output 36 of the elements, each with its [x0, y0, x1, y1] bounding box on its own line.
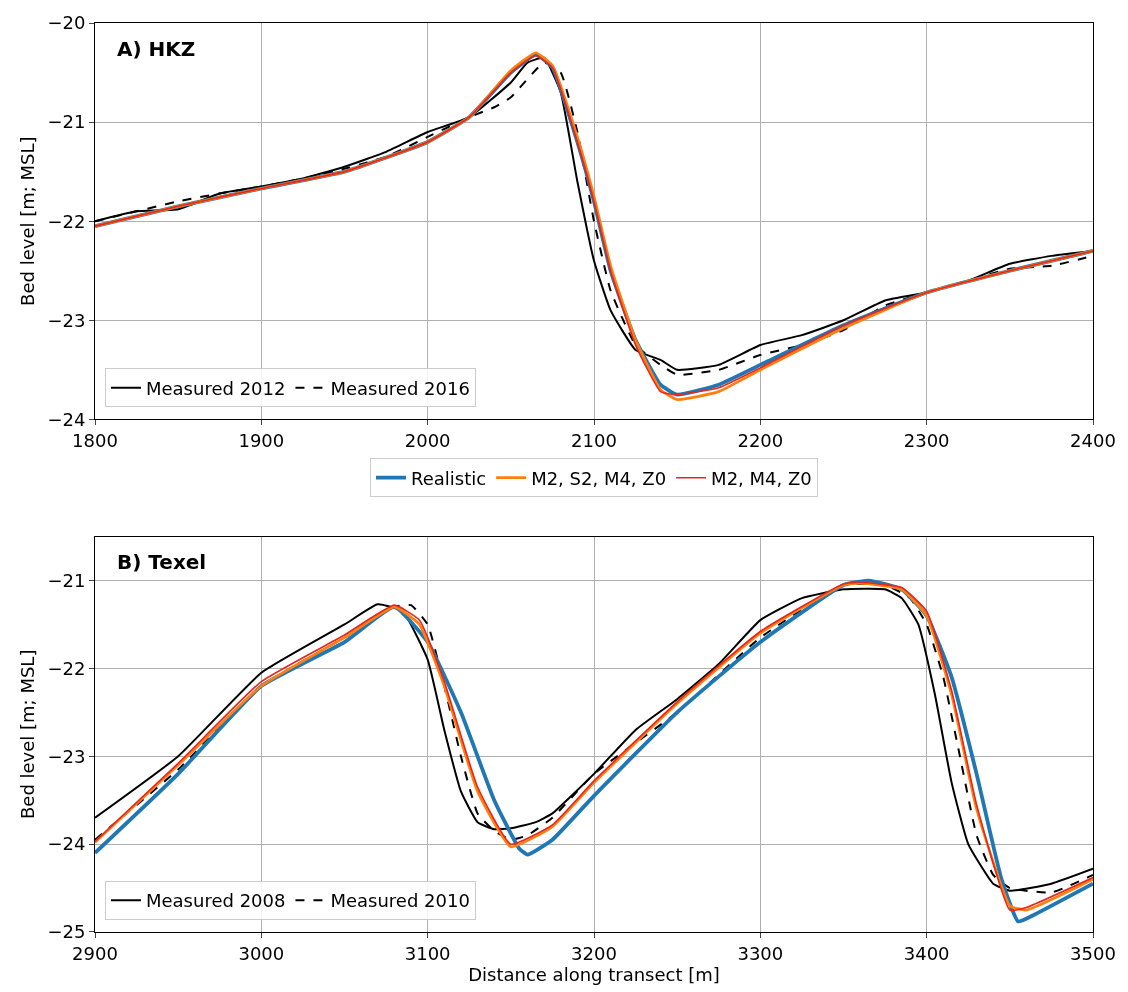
y-tick-label: −24	[47, 833, 86, 855]
y-tick-label: −23	[47, 745, 86, 767]
y-axis-title: Bed level [m; MSL]	[16, 649, 38, 820]
legend-label: Measured 2010	[330, 890, 470, 912]
legend-label: M2, S2, M4, Z0	[531, 467, 667, 489]
x-tick-label: 2900	[72, 942, 118, 964]
text: B) Texel	[117, 550, 207, 574]
x-tick-label: 3200	[571, 942, 617, 964]
x-axis-title: Distance along transect [m]	[468, 963, 720, 985]
y-tick-label: −22	[47, 657, 86, 679]
y-tick-label: −23	[47, 309, 86, 331]
y-axis-title: Bed level [m; MSL]	[16, 136, 38, 306]
legend-label: Measured 2016	[330, 377, 470, 399]
y-tick-label: −21	[47, 111, 86, 133]
x-tick-label: 3100	[404, 942, 451, 964]
y-tick-label: −25	[47, 921, 86, 943]
legend-label: Realistic	[411, 467, 487, 489]
x-tick-label: 2400	[1070, 429, 1116, 451]
text: A) HKZ	[117, 37, 196, 61]
x-tick-label: 3300	[737, 942, 784, 964]
x-tick-label: 2300	[903, 429, 950, 451]
legend-label: M2, M4, Z0	[711, 467, 812, 489]
x-tick-label: 2000	[404, 429, 451, 451]
y-tick-label: −21	[47, 569, 86, 591]
x-tick-label: 3000	[238, 942, 285, 964]
x-tick-label: 1800	[72, 429, 118, 451]
x-tick-label: 2200	[737, 429, 784, 451]
legend-label: Measured 2012	[145, 377, 286, 399]
legend-label: Measured 2008	[145, 890, 286, 912]
y-tick-label: −20	[47, 12, 86, 34]
x-tick-label: 1900	[238, 429, 285, 451]
y-tick-label: −24	[47, 408, 86, 430]
y-tick-label: −22	[47, 210, 86, 232]
x-tick-label: 2100	[571, 429, 617, 451]
x-tick-label: 3500	[1070, 942, 1116, 964]
x-tick-label: 3400	[903, 942, 950, 964]
